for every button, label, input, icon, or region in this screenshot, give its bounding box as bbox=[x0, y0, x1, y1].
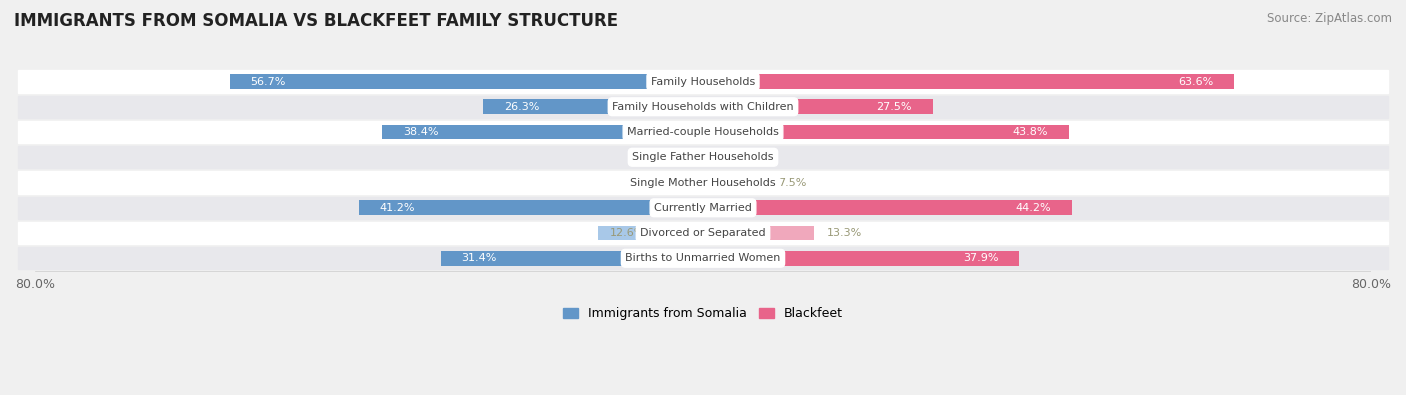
Bar bbox=[703, 125, 1069, 139]
Text: Source: ZipAtlas.com: Source: ZipAtlas.com bbox=[1267, 12, 1392, 25]
Text: Married-couple Households: Married-couple Households bbox=[627, 127, 779, 137]
Bar bbox=[18, 222, 1388, 244]
Text: Currently Married: Currently Married bbox=[654, 203, 752, 213]
Bar bbox=[682, 150, 703, 165]
Text: 44.2%: 44.2% bbox=[1015, 203, 1052, 213]
Text: 12.6%: 12.6% bbox=[610, 228, 645, 238]
Bar bbox=[703, 251, 1019, 265]
Text: 2.7%: 2.7% bbox=[738, 152, 766, 162]
Text: 26.3%: 26.3% bbox=[505, 102, 540, 112]
Bar bbox=[18, 70, 1388, 92]
Bar bbox=[18, 121, 1388, 143]
Text: IMMIGRANTS FROM SOMALIA VS BLACKFEET FAMILY STRUCTURE: IMMIGRANTS FROM SOMALIA VS BLACKFEET FAM… bbox=[14, 12, 619, 30]
Legend: Immigrants from Somalia, Blackfeet: Immigrants from Somalia, Blackfeet bbox=[558, 302, 848, 325]
Text: 27.5%: 27.5% bbox=[876, 102, 911, 112]
Bar bbox=[703, 150, 725, 165]
Bar bbox=[703, 74, 1234, 89]
Bar bbox=[703, 200, 1071, 215]
Bar bbox=[229, 74, 703, 89]
Text: 37.9%: 37.9% bbox=[963, 253, 998, 263]
Bar bbox=[441, 251, 703, 265]
Text: 38.4%: 38.4% bbox=[404, 127, 439, 137]
Bar bbox=[18, 247, 1388, 269]
Bar bbox=[382, 125, 703, 139]
Text: Single Father Households: Single Father Households bbox=[633, 152, 773, 162]
Bar bbox=[641, 175, 703, 190]
Bar bbox=[598, 226, 703, 240]
Text: 43.8%: 43.8% bbox=[1012, 127, 1047, 137]
Bar bbox=[18, 197, 1388, 219]
Bar bbox=[484, 100, 703, 114]
Bar bbox=[18, 171, 1388, 194]
Text: 7.4%: 7.4% bbox=[654, 177, 682, 188]
Text: 7.5%: 7.5% bbox=[778, 177, 807, 188]
Text: 63.6%: 63.6% bbox=[1178, 77, 1213, 87]
Text: Births to Unmarried Women: Births to Unmarried Women bbox=[626, 253, 780, 263]
Bar bbox=[703, 175, 766, 190]
Text: Divorced or Separated: Divorced or Separated bbox=[640, 228, 766, 238]
Text: Family Households: Family Households bbox=[651, 77, 755, 87]
Bar bbox=[703, 100, 932, 114]
Text: 2.5%: 2.5% bbox=[695, 152, 723, 162]
Text: Single Mother Households: Single Mother Households bbox=[630, 177, 776, 188]
Text: 41.2%: 41.2% bbox=[380, 203, 415, 213]
Text: 13.3%: 13.3% bbox=[827, 228, 862, 238]
Text: 56.7%: 56.7% bbox=[250, 77, 285, 87]
Text: Family Households with Children: Family Households with Children bbox=[612, 102, 794, 112]
Bar bbox=[18, 146, 1388, 168]
Bar bbox=[703, 226, 814, 240]
Text: 31.4%: 31.4% bbox=[461, 253, 498, 263]
Bar bbox=[18, 96, 1388, 118]
Bar bbox=[359, 200, 703, 215]
